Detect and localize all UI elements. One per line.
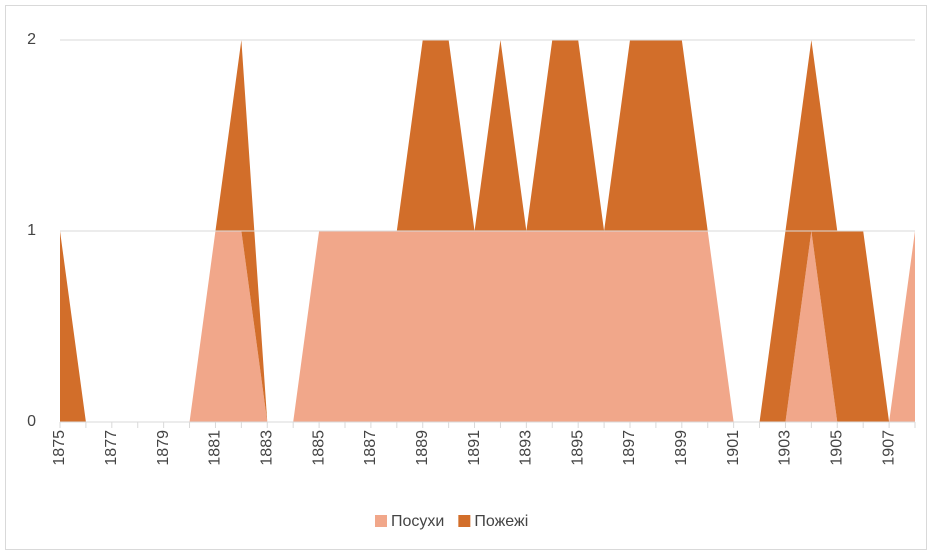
legend-label: Посухи <box>391 513 444 530</box>
x-tick-label: 1891 <box>466 430 483 466</box>
x-tick-label: 1907 <box>880 430 897 466</box>
x-tick-label: 1879 <box>155 430 172 466</box>
x-tick-label: 1905 <box>828 430 845 466</box>
y-tick-label: 1 <box>27 222 36 239</box>
x-tick-label: 1885 <box>310 430 327 466</box>
x-tick-label: 1895 <box>569 430 586 466</box>
y-tick-label: 0 <box>27 413 36 430</box>
x-tick-label: 1893 <box>518 430 535 466</box>
legend-swatch <box>458 515 471 527</box>
legend-label: Пожежі <box>474 513 528 530</box>
x-tick-label: 1899 <box>673 430 690 466</box>
x-tick-label: 1897 <box>621 430 638 466</box>
x-tick-label: 1901 <box>725 430 742 466</box>
x-tick-label: 1889 <box>414 430 431 466</box>
y-tick-label: 2 <box>27 31 36 48</box>
x-tick-label: 1883 <box>258 430 275 466</box>
x-tick-label: 1881 <box>207 430 224 466</box>
legend-swatch <box>375 515 387 527</box>
x-tick-label: 1875 <box>51 430 68 466</box>
x-tick-label: 1903 <box>777 430 794 466</box>
area <box>60 231 915 422</box>
x-tick-label: 1887 <box>362 430 379 466</box>
x-tick-label: 1877 <box>103 430 120 466</box>
